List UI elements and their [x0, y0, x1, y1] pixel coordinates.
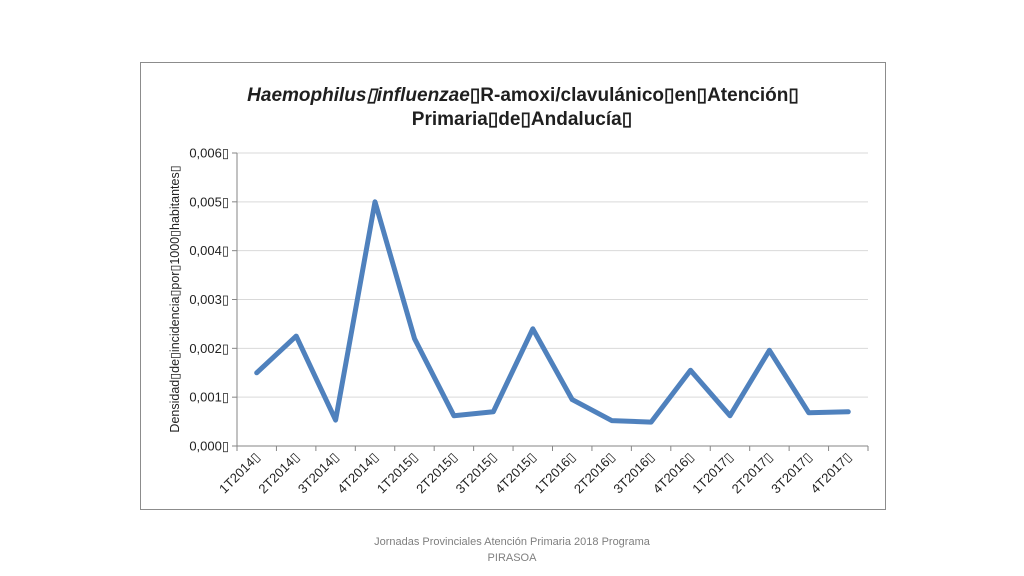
x-tick-label: 1T2016▯	[531, 450, 578, 497]
data-point	[729, 415, 730, 416]
data-point	[572, 399, 573, 400]
footer: Jornadas Provinciales Atención Primaria …	[340, 534, 684, 566]
data-point	[690, 370, 691, 371]
x-tick-labels: 1T2014▯2T2014▯3T2014▯4T2014▯1T2015▯2T201…	[216, 450, 854, 497]
x-tick-label: 2T2016▯	[571, 450, 618, 497]
x-tick-label: 2T2014▯	[255, 450, 302, 497]
x-tick-label: 3T2017▯	[768, 450, 815, 497]
y-axis-label: Densidad▯de▯incidencia▯por▯1000▯habitant…	[168, 165, 182, 432]
data-point	[375, 201, 376, 202]
x-tick-label: 3T2016▯	[610, 450, 657, 497]
data-point	[808, 412, 809, 413]
x-tick-label: 2T2017▯	[729, 450, 776, 497]
y-tick-label: 0,001▯	[189, 390, 229, 405]
y-tick-label: 0,004▯	[189, 243, 229, 258]
y-tick-labels: 0,000▯ 0,001▯ 0,002▯ 0,003▯ 0,004▯ 0,005▯ 0,00…	[189, 146, 229, 454]
x-tick-label: 4T2015▯	[492, 450, 539, 497]
y-tick-label: 0,006▯	[189, 146, 229, 161]
data-point	[493, 411, 494, 412]
x-tick-label: 4T2016▯	[650, 450, 697, 497]
x-tick-label: 3T2014▯	[295, 450, 342, 497]
data-point	[335, 420, 336, 421]
x-tick-label: 4T2014▯	[334, 450, 381, 497]
data-point	[296, 336, 297, 337]
x-tick-label: 2T2015▯	[413, 450, 460, 497]
data-point	[848, 411, 849, 412]
x-tick-label: 1T2017▯	[689, 450, 736, 497]
footer-line-1: Jornadas Provinciales Atención Primaria …	[374, 536, 650, 548]
chart-title-line2: Primaria▯de▯Andalucía▯	[412, 109, 632, 130]
data-point	[453, 415, 454, 416]
chart-area: Haemophilus▯influenzae▯R-amoxi/clavuláni…	[140, 62, 886, 510]
y-tick-label: 0,003▯	[189, 292, 229, 307]
gridlines	[237, 152, 868, 398]
chart-title-line1: Haemophilus▯influenzae▯R-amoxi/clavuláni…	[247, 85, 799, 106]
data-point	[414, 338, 415, 339]
data-point	[651, 422, 652, 423]
data-point	[256, 372, 257, 373]
axes	[232, 152, 869, 451]
data-point	[532, 328, 533, 329]
x-tick-label: 3T2015▯	[453, 450, 500, 497]
y-tick-label: 0,002▯	[189, 341, 229, 356]
data-point	[769, 350, 770, 351]
footer-line-2: PIRASOA	[487, 552, 537, 564]
data-point	[611, 420, 612, 421]
line-chart: Haemophilus▯influenzae▯R-amoxi/clavuláni…	[168, 85, 869, 497]
x-tick-label: 4T2017▯	[808, 450, 855, 497]
y-tick-label: 0,005▯	[189, 194, 229, 209]
series-line	[254, 199, 851, 425]
y-tick-label: 0,000▯	[189, 439, 229, 454]
series-layer	[254, 199, 851, 425]
x-tick-label: 1T2015▯	[374, 450, 421, 497]
x-tick-label: 1T2014▯	[216, 450, 263, 497]
